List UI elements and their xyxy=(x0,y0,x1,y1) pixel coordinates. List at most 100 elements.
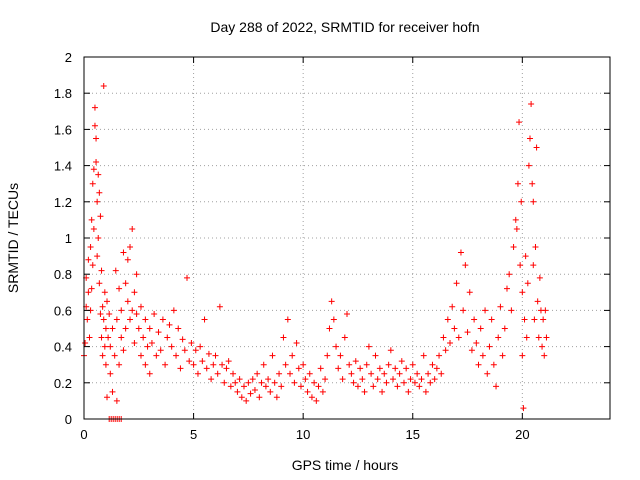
data-point xyxy=(129,225,136,232)
y-tick-label: 1.2 xyxy=(54,195,72,210)
data-point xyxy=(254,370,261,377)
data-point xyxy=(409,361,416,368)
data-point xyxy=(344,311,350,318)
data-point xyxy=(88,216,95,223)
x-tick-label: 15 xyxy=(406,427,420,442)
data-point xyxy=(133,311,140,318)
data-point xyxy=(85,256,92,263)
data-point xyxy=(238,394,245,401)
data-point xyxy=(97,311,104,318)
data-point xyxy=(96,280,103,287)
data-point xyxy=(427,379,434,386)
data-point xyxy=(227,383,234,390)
data-point xyxy=(100,316,107,323)
data-point xyxy=(405,388,412,395)
data-point xyxy=(438,370,445,377)
data-point xyxy=(247,390,254,397)
data-point xyxy=(527,135,534,142)
data-point xyxy=(210,361,217,368)
data-point xyxy=(289,352,296,359)
data-point xyxy=(422,388,429,395)
data-point xyxy=(146,370,153,377)
data-point xyxy=(153,352,160,359)
data-point xyxy=(468,347,475,354)
data-point xyxy=(460,307,467,314)
data-point xyxy=(394,383,401,390)
data-point xyxy=(82,339,89,346)
data-point xyxy=(506,271,513,278)
data-point xyxy=(429,361,436,368)
data-point xyxy=(120,249,127,256)
data-point xyxy=(151,311,158,318)
data-point xyxy=(101,343,108,350)
data-point xyxy=(528,101,535,108)
data-point xyxy=(102,361,109,368)
data-point xyxy=(95,235,102,241)
data-point xyxy=(357,365,364,372)
x-tick-label: 20 xyxy=(515,427,529,442)
data-point xyxy=(337,352,344,359)
data-point xyxy=(102,325,109,332)
data-point xyxy=(407,376,414,383)
x-tick-labels: 0 5 10 15 20 xyxy=(80,427,529,442)
data-point xyxy=(315,383,322,390)
data-point xyxy=(90,166,97,173)
data-point xyxy=(175,325,182,332)
data-point xyxy=(520,405,527,412)
data-point xyxy=(186,358,193,365)
data-point xyxy=(346,361,353,368)
data-point xyxy=(308,394,315,401)
data-point xyxy=(541,352,548,359)
data-point xyxy=(495,334,502,341)
data-point xyxy=(194,370,201,377)
data-point xyxy=(287,370,294,377)
data-point xyxy=(131,339,138,346)
data-point xyxy=(455,334,462,341)
data-point xyxy=(490,361,497,368)
y-tick-label: 0.4 xyxy=(54,340,72,355)
data-point xyxy=(536,274,543,281)
data-point xyxy=(521,316,528,323)
data-point xyxy=(120,347,127,354)
data-point xyxy=(109,388,116,395)
data-point xyxy=(98,334,105,341)
data-point xyxy=(99,352,106,359)
y-tick-label: 1.6 xyxy=(54,122,72,137)
data-point xyxy=(444,316,451,323)
y-axis-label: SRMTID / TECUs xyxy=(5,183,21,293)
data-point xyxy=(104,394,111,401)
data-point xyxy=(420,352,427,359)
y-tick-label: 1.8 xyxy=(54,86,72,101)
data-point xyxy=(243,397,250,404)
data-point xyxy=(293,339,300,346)
data-point xyxy=(363,361,370,368)
data-point xyxy=(524,280,531,287)
data-point xyxy=(85,289,92,296)
data-point xyxy=(240,383,247,390)
data-point xyxy=(418,376,425,383)
data-point xyxy=(203,365,210,372)
data-point xyxy=(330,316,337,323)
data-point xyxy=(106,311,113,318)
data-point xyxy=(442,347,449,354)
y-tick-label: 0 xyxy=(65,412,72,427)
data-point xyxy=(205,350,212,357)
data-point xyxy=(164,334,171,341)
data-point xyxy=(374,376,381,383)
data-point xyxy=(539,343,546,350)
data-point xyxy=(512,216,519,223)
data-point xyxy=(107,343,114,350)
data-point xyxy=(535,334,542,341)
data-point xyxy=(453,280,460,287)
data-point xyxy=(311,379,318,386)
data-point xyxy=(529,180,536,187)
data-point xyxy=(482,307,489,314)
data-point xyxy=(411,379,418,386)
data-point xyxy=(104,298,111,305)
data-point xyxy=(236,376,243,383)
data-point xyxy=(400,379,407,386)
data-point xyxy=(89,180,96,187)
data-point xyxy=(113,316,120,323)
data-point xyxy=(280,334,287,341)
